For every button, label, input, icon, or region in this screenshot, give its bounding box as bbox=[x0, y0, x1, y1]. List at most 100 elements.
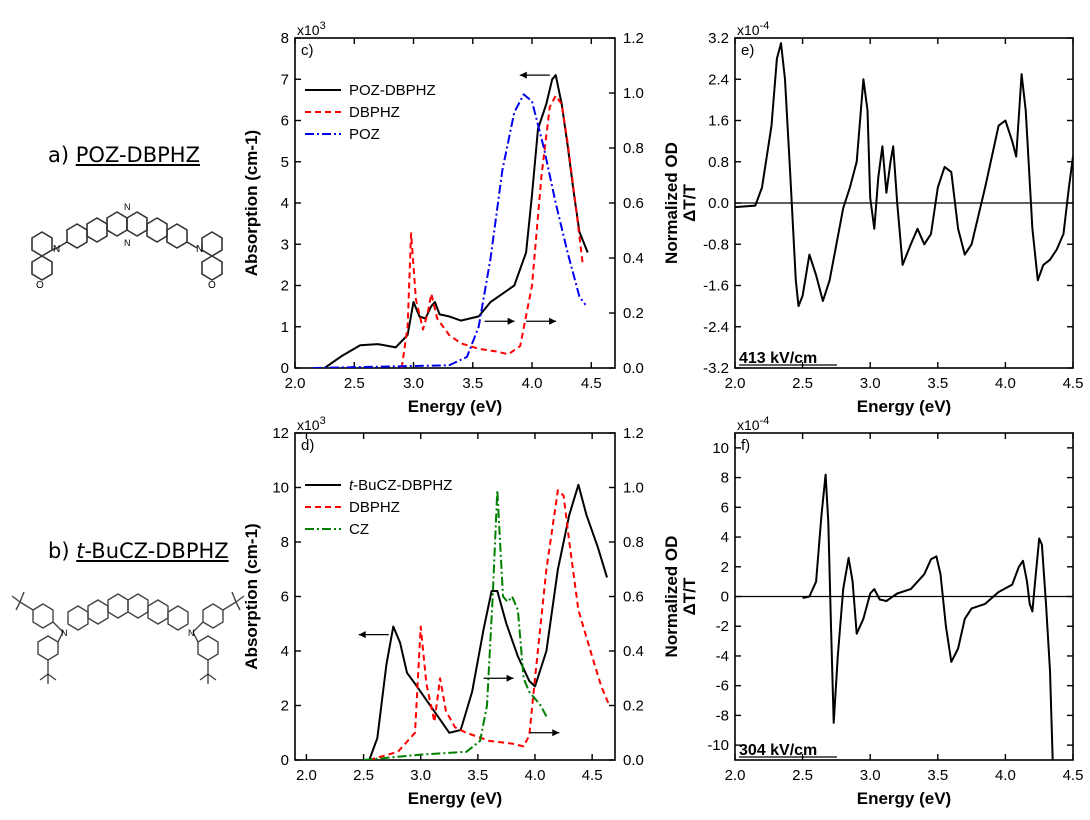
y-tick-label: 2 bbox=[721, 559, 729, 576]
field-strength-label: 304 kV/cm bbox=[739, 742, 817, 759]
x-tick-label: 4.0 bbox=[522, 375, 543, 392]
x-tick-label: 3.5 bbox=[467, 767, 488, 784]
y-tick-label: 3 bbox=[281, 236, 289, 253]
x-tick-label: 3.5 bbox=[462, 375, 483, 392]
x-tick-label: 3.0 bbox=[403, 375, 424, 392]
legend-label: POZ-DBPHZ bbox=[349, 82, 436, 99]
panel-label: d) bbox=[301, 437, 314, 454]
y2-tick-label: 0.4 bbox=[623, 250, 644, 267]
y-tick-label: 8 bbox=[721, 470, 729, 487]
y-tick-label: -0.8 bbox=[703, 236, 729, 253]
y-tick-label: 8 bbox=[281, 30, 289, 47]
panel-label: f) bbox=[741, 437, 750, 454]
y2-tick-label: 1.2 bbox=[623, 425, 644, 442]
y-tick-label: 0 bbox=[721, 589, 729, 606]
y-tick-label: 0.8 bbox=[708, 154, 729, 171]
y-tick-label: 5 bbox=[281, 154, 289, 171]
tbucz-dbphz-structure: N N bbox=[11, 591, 245, 684]
y-tick-label: 6 bbox=[281, 113, 289, 130]
x-tick-label: 3.5 bbox=[927, 767, 948, 784]
axis-arrow-head bbox=[519, 71, 527, 79]
poz-dbphz-structure: N N N N O O bbox=[31, 202, 223, 291]
x-tick-label: 4.5 bbox=[1063, 767, 1084, 784]
x-tick-label: 4.5 bbox=[1063, 375, 1084, 392]
y-axis-label: Absorption (cm-1) bbox=[242, 130, 261, 276]
x-tick-label: 2.5 bbox=[792, 375, 813, 392]
legend-label: DBPHZ bbox=[349, 104, 400, 121]
svg-text:N: N bbox=[196, 244, 203, 255]
x-axis-label: Energy (eV) bbox=[857, 789, 951, 808]
y2-tick-label: 0.2 bbox=[623, 305, 644, 322]
y-tick-label: 4 bbox=[721, 529, 729, 546]
x-tick-label: 2.5 bbox=[353, 767, 374, 784]
y2-tick-label: 0.8 bbox=[623, 534, 644, 551]
y-tick-label: 4 bbox=[281, 643, 289, 660]
y-tick-label: -2 bbox=[716, 618, 729, 635]
y-tick-label: 0.0 bbox=[708, 195, 729, 212]
y2-tick-label: 1.0 bbox=[623, 85, 644, 102]
x-axis-label: Energy (eV) bbox=[857, 397, 951, 416]
field-strength-label: 413 kV/cm bbox=[739, 350, 817, 367]
legend-label: DBPHZ bbox=[349, 499, 400, 516]
y-tick-label: -2.4 bbox=[703, 319, 729, 336]
y2-tick-label: 0.8 bbox=[623, 140, 644, 157]
y-tick-label: 3.2 bbox=[708, 30, 729, 47]
y-tick-label: 8 bbox=[281, 534, 289, 551]
y2-axis-label: Normalized OD bbox=[662, 536, 681, 658]
panel-label: c) bbox=[301, 42, 314, 59]
legend-label: CZ bbox=[349, 521, 369, 538]
molecule-label-b: b) t-BuCZ-DBPHZ bbox=[48, 539, 229, 563]
molecule-prefix: b) bbox=[48, 539, 70, 563]
y-tick-label: 12 bbox=[272, 425, 289, 442]
x-tick-label: 3.5 bbox=[927, 375, 948, 392]
svg-text:O: O bbox=[36, 280, 44, 291]
chart-panel-c: 2.0 2.5 3.0 3.5 4.0 4.5 0 1 2 3 4 5 6 7 8 x103 0.0 0.2 0.4… bbox=[242, 20, 681, 416]
legend-label: t-BuCZ-DBPHZ bbox=[349, 477, 452, 494]
series-line-2 bbox=[312, 93, 587, 368]
x-axis-label: Energy (eV) bbox=[408, 397, 502, 416]
y2-tick-label: 0.6 bbox=[623, 195, 644, 212]
series-line-1 bbox=[369, 489, 611, 760]
y-tick-label: 10 bbox=[712, 440, 729, 457]
axis-arrow-head bbox=[549, 317, 557, 325]
y2-tick-label: 0.0 bbox=[623, 360, 644, 377]
x-tick-label: 3.0 bbox=[410, 767, 431, 784]
y-multiplier: x103 bbox=[297, 20, 326, 38]
y-axis-label: ΔT/T bbox=[680, 577, 699, 615]
y-tick-label: 2 bbox=[281, 698, 289, 715]
axis-arrow-head bbox=[507, 317, 515, 325]
chart-panel-f: 2.0 2.5 3.0 3.5 4.0 4.5 -10 -8 -6 -4 -2 0 2 4 6 8 10 x10-… bbox=[680, 415, 1084, 808]
legend-label: POZ bbox=[349, 126, 380, 143]
x-tick-label: 4.0 bbox=[995, 375, 1016, 392]
svg-text:N: N bbox=[61, 628, 68, 638]
x-axis-label: Energy (eV) bbox=[408, 789, 502, 808]
x-tick-label: 2.0 bbox=[285, 375, 306, 392]
chart-panel-d: 2.0 2.5 3.0 3.5 4.0 4.5 0 2 4 6 8 10 12 x103 0.0 0.2 0.4… bbox=[242, 415, 681, 808]
series-line-0 bbox=[735, 42, 1073, 308]
y-tick-label: -6 bbox=[716, 678, 729, 695]
series-line-0 bbox=[324, 74, 589, 368]
y2-tick-label: 0.6 bbox=[623, 589, 644, 606]
series-line-0 bbox=[802, 473, 1054, 760]
y-tick-label: -10 bbox=[707, 737, 729, 754]
molecule-name: t-BuCZ-DBPHZ bbox=[76, 539, 229, 563]
y2-tick-label: 1.0 bbox=[623, 480, 644, 497]
y2-tick-label: 0.0 bbox=[623, 752, 644, 769]
y2-tick-label: 0.4 bbox=[623, 643, 644, 660]
axis-arrow-head bbox=[552, 729, 560, 737]
y-tick-label: 6 bbox=[721, 499, 729, 516]
x-tick-label: 2.0 bbox=[296, 767, 317, 784]
y-tick-label: 0 bbox=[281, 752, 289, 769]
y-axis-label: Absorption (cm-1) bbox=[242, 523, 261, 669]
y2-tick-label: 1.2 bbox=[623, 30, 644, 47]
y-tick-label: 6 bbox=[281, 589, 289, 606]
x-tick-label: 3.0 bbox=[860, 375, 881, 392]
molecule-prefix: a) bbox=[48, 143, 70, 167]
y-tick-label: -3.2 bbox=[703, 360, 729, 377]
series-line-0 bbox=[368, 483, 608, 760]
x-tick-label: 4.5 bbox=[581, 375, 602, 392]
y-tick-label: 2.4 bbox=[708, 71, 729, 88]
svg-text:N: N bbox=[188, 628, 195, 638]
y-tick-label: 0 bbox=[281, 360, 289, 377]
y-tick-label: -4 bbox=[716, 648, 729, 665]
